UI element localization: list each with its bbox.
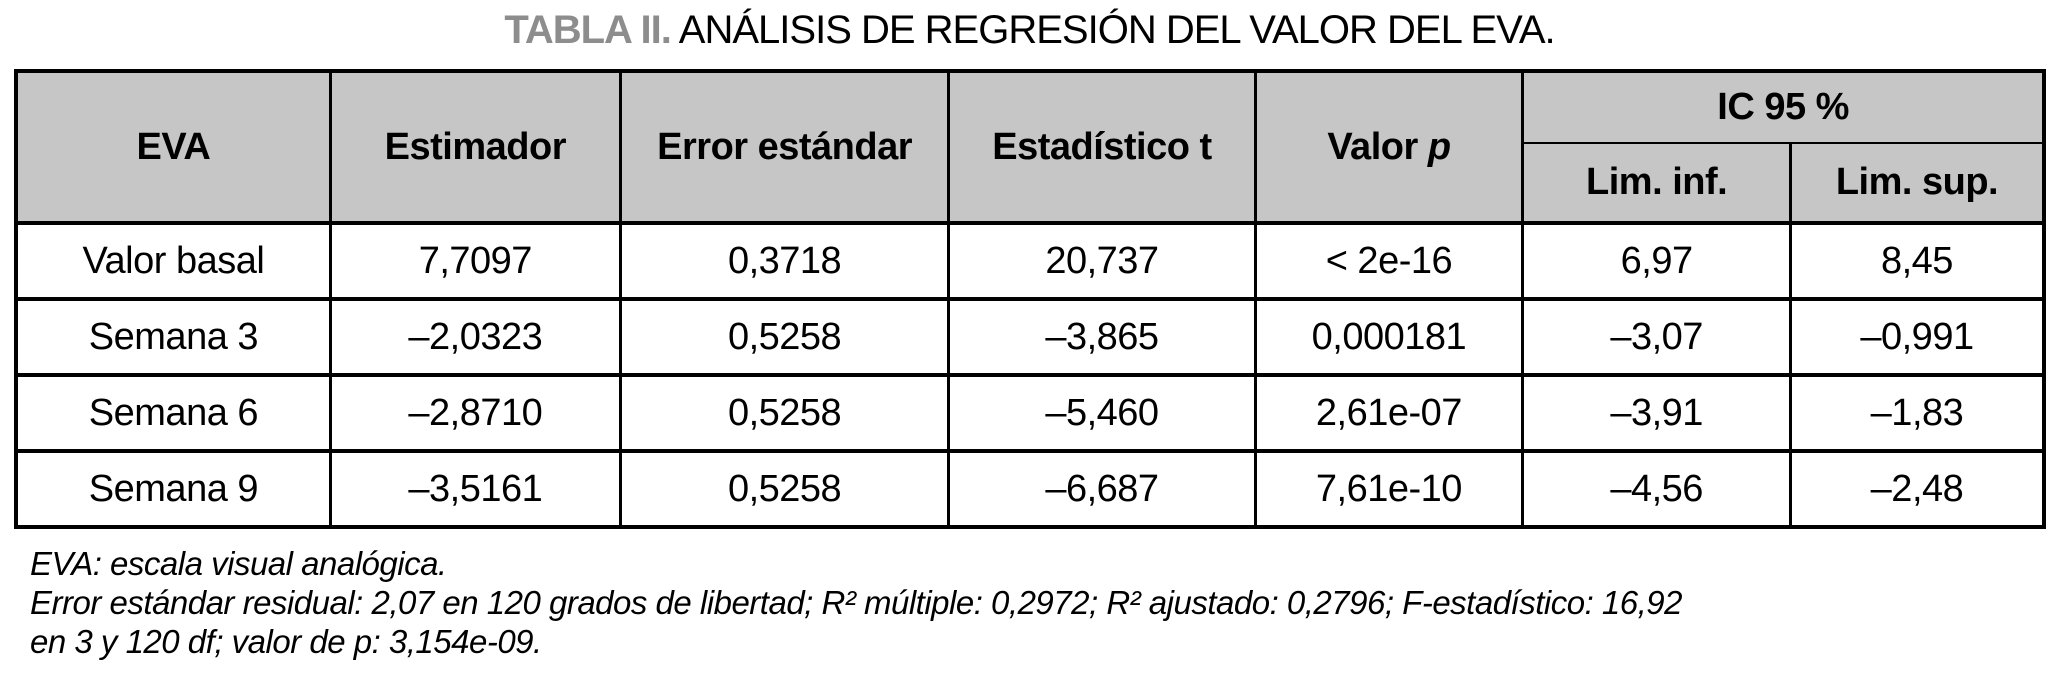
cell-valor-p: 7,61e-10 [1253, 449, 1525, 529]
footnote-statistics-line-1: Error estándar residual: 2,07 en 120 gra… [30, 584, 1683, 621]
header-cell-lim-sup: Lim. sup. [1788, 142, 2046, 225]
header-cell-ic95: IC 95 % [1521, 69, 2046, 144]
cell-error-estandar: 0,3718 [618, 221, 951, 301]
header-cell-valor-p: Valor p [1253, 69, 1525, 225]
cell-eva: Semana 6 [14, 373, 332, 453]
table-row-valor-basal: Valor basal 7,7097 0,3718 20,737 < 2e-16… [14, 221, 2046, 301]
cell-error-estandar: 0,5258 [618, 373, 951, 453]
header-cell-estimador: Estimador [328, 69, 622, 225]
table-title-label: TABLA II. [504, 8, 672, 52]
table-footnotes: EVA: escala visual analógica. Error está… [30, 544, 2059, 661]
cell-eva: Semana 9 [14, 449, 332, 529]
cell-error-estandar: 0,5258 [618, 297, 951, 377]
valor-p-prefix: Valor [1327, 125, 1428, 168]
cell-valor-p: 2,61e-07 [1253, 373, 1525, 453]
cell-lim-inf: –3,91 [1521, 373, 1792, 453]
table-title-text: ANÁLISIS DE REGRESIÓN DEL VALOR DEL EVA. [678, 8, 1556, 52]
footnote-statistics-line-2: en 3 y 120 df; valor de p: 3,154e-09. [30, 623, 542, 660]
regression-table: EVA Estimador Error estándar Estadístico… [14, 69, 2046, 529]
cell-lim-inf: 6,97 [1521, 221, 1792, 301]
header-cell-error-estandar: Error estándar [618, 69, 951, 225]
table-row-semana-6: Semana 6 –2,8710 0,5258 –5,460 2,61e-07 … [14, 373, 2046, 453]
cell-lim-sup: 8,45 [1788, 221, 2046, 301]
table-title: TABLA II. ANÁLISIS DE REGRESIÓN DEL VALO… [0, 0, 2059, 52]
cell-estimador: –2,8710 [328, 373, 622, 453]
cell-lim-sup: –1,83 [1788, 373, 2046, 453]
cell-estadistico-t: 20,737 [947, 221, 1257, 301]
cell-lim-sup: –2,48 [1788, 449, 2046, 529]
cell-eva: Semana 3 [14, 297, 332, 377]
cell-estadistico-t: –6,687 [947, 449, 1257, 529]
cell-error-estandar: 0,5258 [618, 449, 951, 529]
cell-estimador: –2,0323 [328, 297, 622, 377]
table-row-semana-3: Semana 3 –2,0323 0,5258 –3,865 0,000181 … [14, 297, 2046, 377]
header-cell-lim-inf: Lim. inf. [1521, 142, 1792, 225]
cell-estadistico-t: –5,460 [947, 373, 1257, 453]
header-row-bottom: Lim. inf. Lim. sup. [16, 142, 2046, 225]
cell-estimador: –3,5161 [328, 449, 622, 529]
header-row-top: EVA Estimador Error estándar Estadístico… [14, 69, 2046, 225]
cell-valor-p: < 2e-16 [1253, 221, 1525, 301]
table-header: EVA Estimador Error estándar Estadístico… [14, 69, 2046, 225]
cell-valor-p: 0,000181 [1253, 297, 1525, 377]
cell-eva: Valor basal [14, 221, 332, 301]
cell-lim-inf: –3,07 [1521, 297, 1792, 377]
footnote-abbreviation: EVA: escala visual analógica. [30, 545, 447, 582]
valor-p-symbol: p [1427, 125, 1451, 168]
table-row-semana-9: Semana 9 –3,5161 0,5258 –6,687 7,61e-10 … [14, 449, 2046, 529]
cell-estimador: 7,7097 [328, 221, 622, 301]
cell-lim-inf: –4,56 [1521, 449, 1792, 529]
table-body: Valor basal 7,7097 0,3718 20,737 < 2e-16… [14, 221, 2046, 529]
header-cell-estadistico-t: Estadístico t [947, 69, 1257, 225]
cell-lim-sup: –0,991 [1788, 297, 2046, 377]
header-cell-eva: EVA [14, 69, 332, 225]
cell-estadistico-t: –3,865 [947, 297, 1257, 377]
